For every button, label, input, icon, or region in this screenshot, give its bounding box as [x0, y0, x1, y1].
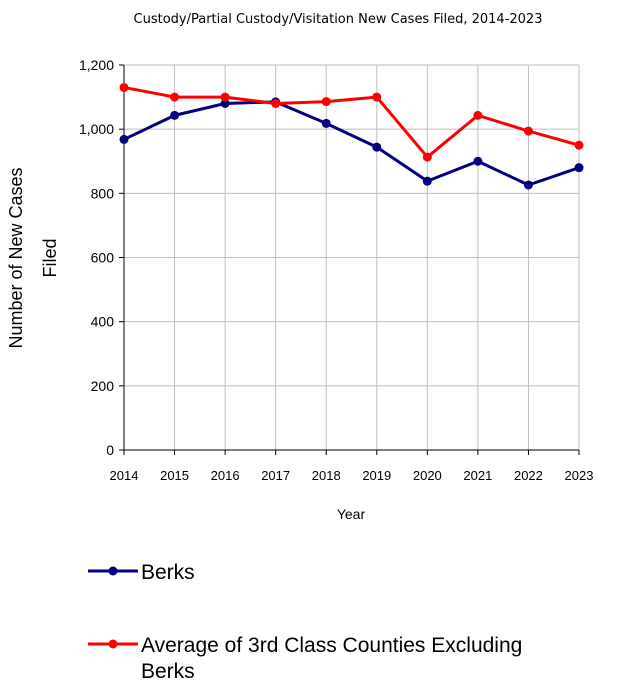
data-point-series-1	[220, 99, 230, 108]
legend-label-line: Average of 3rd Class Counties Excluding	[141, 634, 522, 657]
y-tick-label: 0	[106, 442, 114, 458]
y-axis-ticks: 0 200 400 600 800 1,000 1,200	[79, 57, 124, 458]
gridlines	[124, 64, 580, 450]
data-point-series-2	[321, 97, 331, 107]
y-tick-label: 600	[91, 250, 115, 266]
y-tick-label: 800	[91, 185, 115, 201]
y-tick-label: 200	[91, 378, 115, 394]
series-line-2	[123, 85, 580, 159]
x-tick-label: 2020	[413, 468, 442, 483]
data-point-series-2	[170, 92, 180, 102]
chart-title: Custody/Partial Custody/Visitation New C…	[134, 12, 543, 27]
data-point-series-1	[372, 142, 382, 152]
data-point-series-2	[220, 92, 230, 102]
legend-label-1: Berks	[141, 561, 195, 584]
data-point-series-1	[170, 110, 180, 120]
data-point-series-1	[574, 163, 584, 173]
x-tick-label: 2018	[312, 468, 341, 483]
data-point-series-1	[321, 118, 331, 128]
data-point-series-1	[523, 180, 533, 190]
y-tick-label: 1,200	[79, 57, 114, 73]
data-point-series-1	[422, 176, 432, 186]
x-tick-label: 2021	[463, 468, 492, 483]
x-tick-label: 2016	[211, 468, 240, 483]
data-point-series-1	[119, 134, 129, 144]
x-tick-label: 2014	[110, 468, 139, 483]
data-point-series-2	[422, 152, 432, 162]
x-axis-title: Year	[337, 506, 366, 522]
y-axis-title-line-2: Filed	[40, 238, 60, 277]
data-point-series-2	[119, 82, 129, 92]
data-point-series-2	[523, 126, 533, 136]
legend-label-2: Average of 3rd Class Counties Excluding B…	[141, 634, 522, 683]
series-group	[119, 82, 584, 190]
x-tick-label: 2017	[261, 468, 290, 483]
x-tick-label: 2019	[362, 468, 391, 483]
legend-swatch-marker-2	[108, 639, 118, 649]
x-tick-label: 2022	[514, 468, 543, 483]
data-point-series-1	[473, 156, 483, 166]
data-point-series-2	[271, 99, 281, 108]
y-tick-label: 1,000	[79, 121, 114, 137]
series-line-1	[123, 100, 580, 187]
axes	[119, 65, 579, 455]
legend-label-line: Berks	[141, 660, 195, 683]
data-point-series-2	[473, 110, 483, 120]
x-axis-ticks: 2014 2015 2016 2017 2018 2019 2020 2021 2022 2023	[110, 450, 594, 483]
data-point-series-2	[574, 140, 584, 150]
y-axis-title-line-1: Number of New Cases	[6, 167, 26, 348]
y-tick-label: 400	[91, 314, 115, 330]
x-tick-label: 2015	[160, 468, 189, 483]
x-tick-label: 2023	[565, 468, 594, 483]
legend-swatch-marker-1	[108, 566, 118, 576]
data-point-series-2	[372, 92, 382, 102]
legend-label-line: Berks	[141, 561, 195, 584]
